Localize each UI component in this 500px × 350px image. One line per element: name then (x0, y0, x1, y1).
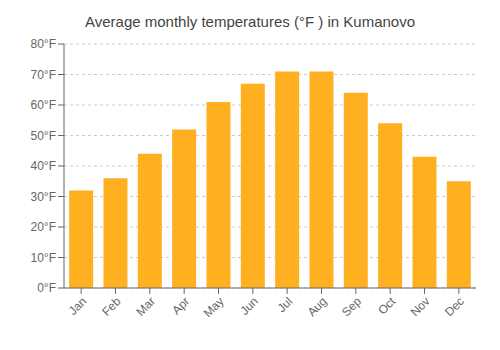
svg-text:50°F: 50°F (31, 129, 56, 143)
svg-text:Aug: Aug (305, 294, 330, 319)
svg-text:10°F: 10°F (31, 251, 56, 265)
svg-text:0°F: 0°F (37, 281, 56, 295)
svg-text:20°F: 20°F (31, 220, 56, 234)
svg-text:30°F: 30°F (31, 190, 56, 204)
html-text:Average monthly temperatures (: Average monthly temperatures (°F ) in Ku… (85, 13, 415, 30)
svg-text:60°F: 60°F (31, 98, 56, 112)
svg-text:70°F: 70°F (31, 68, 56, 82)
svg-text:May: May (201, 294, 227, 320)
svg-text:Nov: Nov (408, 294, 433, 319)
svg-text:Apr: Apr (169, 294, 192, 317)
svg-text:Jul: Jul (275, 294, 296, 315)
svg-text:Jan: Jan (66, 294, 90, 318)
svg-text:Mar: Mar (133, 294, 158, 319)
svg-text:40°F: 40°F (31, 159, 56, 173)
svg-text:Feb: Feb (99, 294, 124, 319)
svg-text:Jun: Jun (237, 294, 261, 318)
svg-text:Sep: Sep (339, 294, 364, 319)
svg-text:Oct: Oct (375, 294, 399, 318)
svg-text:80°F: 80°F (31, 37, 56, 51)
svg-text:Dec: Dec (442, 294, 467, 319)
